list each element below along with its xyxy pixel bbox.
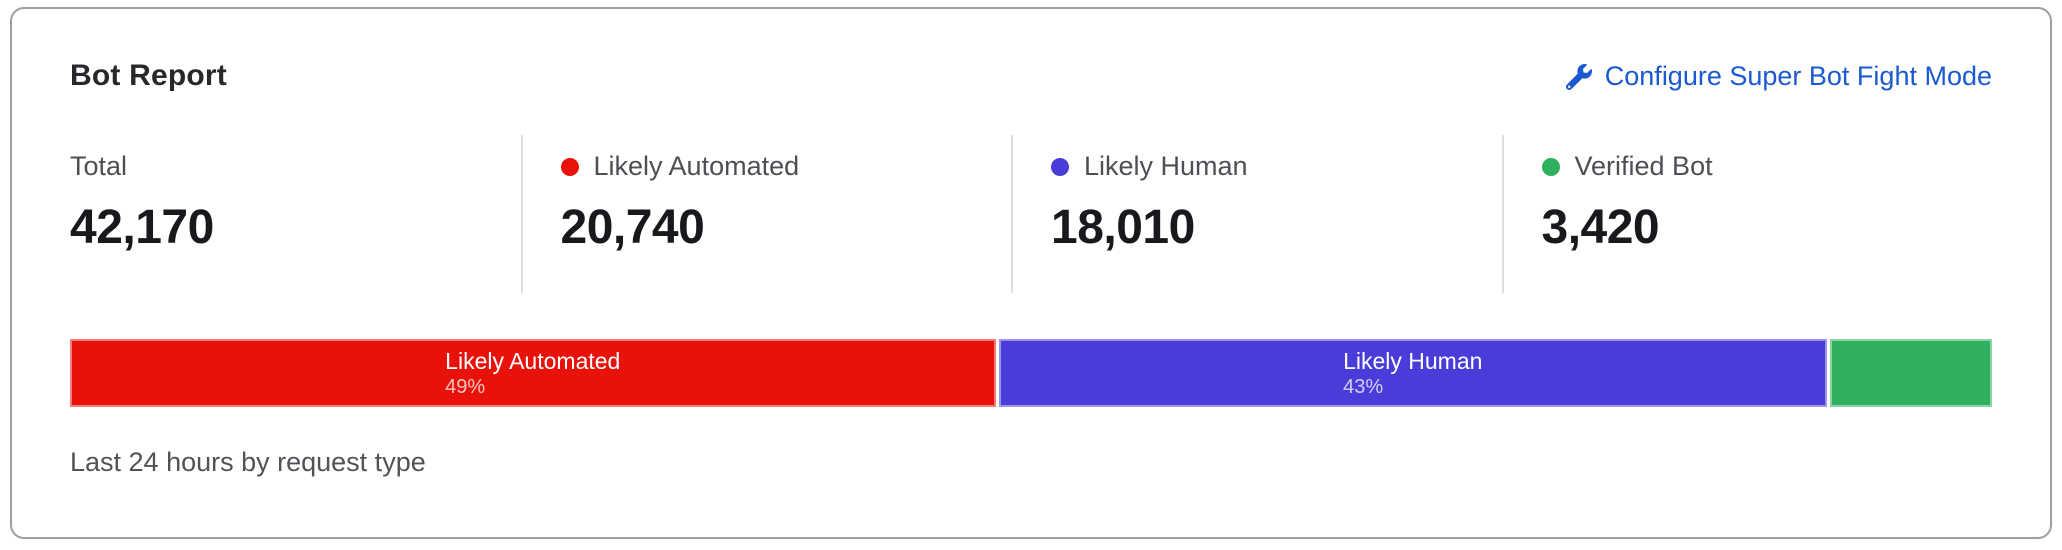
bar-segment-likely-human-pct: 43% (1343, 376, 1384, 399)
bar-segment-likely-automated[interactable]: Likely Automated 49% (70, 339, 996, 407)
wrench-icon (1565, 63, 1592, 90)
stat-total: Total 42,170 (70, 135, 521, 293)
verified-bot-dot-icon (1541, 157, 1560, 176)
stat-verified-bot: Verified Bot 3,420 (1501, 135, 1993, 293)
stat-likely-automated: Likely Automated 20,740 (520, 135, 1012, 293)
page-title: Bot Report (70, 59, 227, 92)
stat-likely-automated-label: Likely Automated (593, 151, 800, 181)
bar-segment-likely-human-label: Likely Human (1343, 347, 1483, 374)
request-distribution-bar: Likely Automated 49% Likely Human 43% (70, 339, 1992, 407)
caption: Last 24 hours by request type (70, 447, 426, 477)
stat-verified-bot-label: Verified Bot (1574, 151, 1713, 181)
configure-link-label: Configure Super Bot Fight Mode (1604, 61, 1992, 91)
stat-verified-bot-value: 3,420 (1541, 201, 1660, 254)
bar-segment-likely-automated-label: Likely Automated (445, 347, 621, 374)
bar-segment-likely-human[interactable]: Likely Human 43% (998, 339, 1827, 407)
stats-row: Total 42,170 Likely Automated 20,740 Lik… (70, 135, 1992, 293)
bot-report-card: Bot Report Configure Super Bot Fight Mod… (10, 7, 2052, 539)
stat-total-value: 42,170 (70, 201, 214, 254)
configure-super-bot-fight-mode-link[interactable]: Configure Super Bot Fight Mode (1565, 61, 1992, 92)
stat-likely-human: Likely Human 18,010 (1011, 135, 1502, 293)
card-header: Bot Report Configure Super Bot Fight Mod… (70, 59, 1992, 93)
likely-automated-dot-icon (560, 157, 579, 176)
likely-human-dot-icon (1051, 157, 1069, 176)
stat-likely-human-value: 18,010 (1051, 201, 1195, 254)
stat-total-label: Total (70, 151, 128, 181)
bar-segment-verified-bot[interactable] (1829, 339, 1992, 407)
stat-likely-automated-value: 20,740 (560, 201, 705, 254)
bar-segment-likely-automated-pct: 49% (445, 376, 486, 399)
stat-likely-human-label: Likely Human (1084, 151, 1248, 181)
